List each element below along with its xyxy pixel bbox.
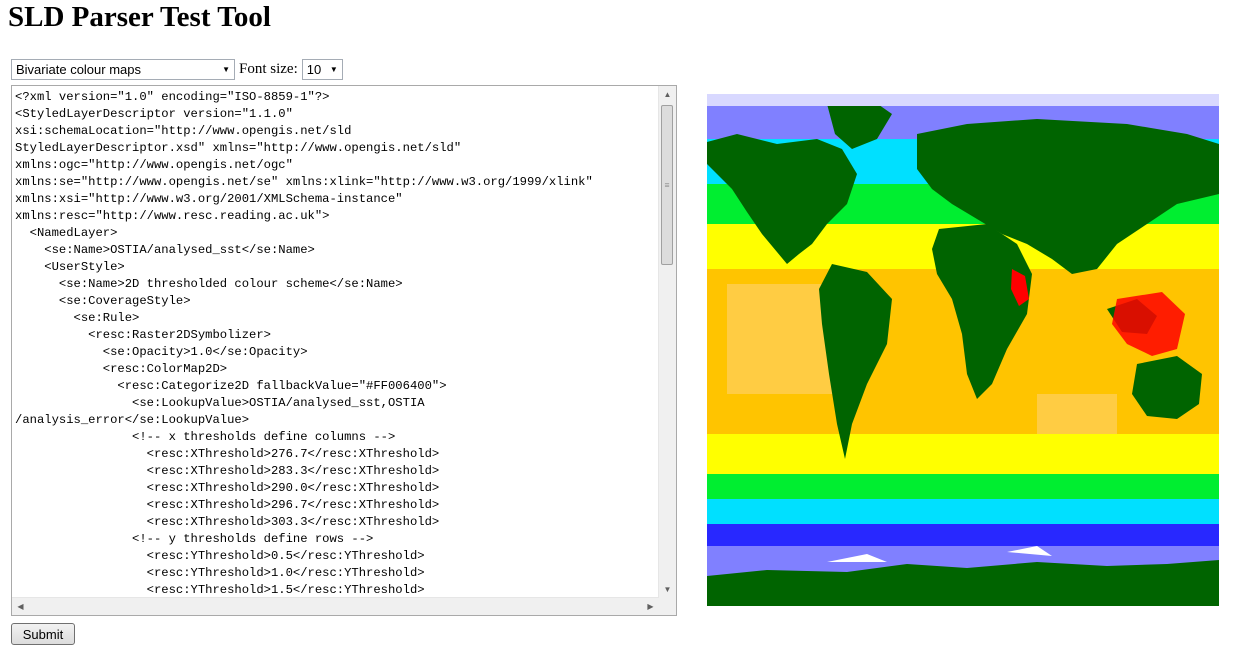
south-warm-band <box>707 434 1219 474</box>
preset-select-value: Bivariate colour maps <box>16 62 141 77</box>
antarctic-ice <box>827 546 1052 562</box>
scroll-right-arrow-icon[interactable]: ▶ <box>647 602 654 611</box>
arctic-ice-edge <box>707 94 1219 106</box>
warm-pool-region <box>1112 292 1185 356</box>
scroll-down-arrow-icon[interactable]: ▼ <box>663 585 672 594</box>
north-america-land <box>707 134 857 264</box>
resize-grip-icon[interactable] <box>659 598 676 615</box>
south-cool-band <box>707 499 1219 524</box>
font-size-select[interactable]: 10 ▼ <box>301 59 343 80</box>
australia-land <box>1132 356 1202 419</box>
chevron-down-icon: ▼ <box>329 64 338 74</box>
southern-ocean-band <box>707 524 1219 546</box>
greenland-land <box>827 100 892 149</box>
sst-map-image <box>707 94 1219 606</box>
font-size-select-value: 10 <box>306 62 322 77</box>
south-temperate-band <box>707 474 1219 499</box>
submit-button[interactable]: Submit <box>11 623 75 645</box>
red-sea-region <box>1011 269 1029 306</box>
antarctica-land <box>707 560 1219 606</box>
sld-code-text[interactable]: <?xml version="1.0" encoding="ISO-8859-1… <box>15 90 593 597</box>
eurasia-land <box>917 119 1219 274</box>
vertical-scrollbar[interactable]: ▲ ≡ ▼ <box>658 86 676 598</box>
font-size-label: Font size: <box>239 61 298 77</box>
preset-select[interactable]: Bivariate colour maps ▼ <box>11 59 235 80</box>
vertical-scroll-thumb[interactable]: ≡ <box>661 105 673 265</box>
horizontal-scrollbar[interactable]: ◀ ▶ <box>12 597 659 615</box>
chevron-down-icon: ▼ <box>222 64 230 74</box>
page-title: SLD Parser Test Tool <box>8 1 271 33</box>
scroll-left-arrow-icon[interactable]: ◀ <box>17 602 24 611</box>
sld-textarea[interactable]: <?xml version="1.0" encoding="ISO-8859-1… <box>11 85 677 616</box>
indian-light-patch <box>1037 394 1117 434</box>
controls-bar: Bivariate colour maps ▼ Font size: 10 ▼ <box>11 59 343 80</box>
scroll-up-arrow-icon[interactable]: ▲ <box>663 90 672 99</box>
south-america-land <box>819 264 892 459</box>
africa-land <box>932 224 1032 399</box>
